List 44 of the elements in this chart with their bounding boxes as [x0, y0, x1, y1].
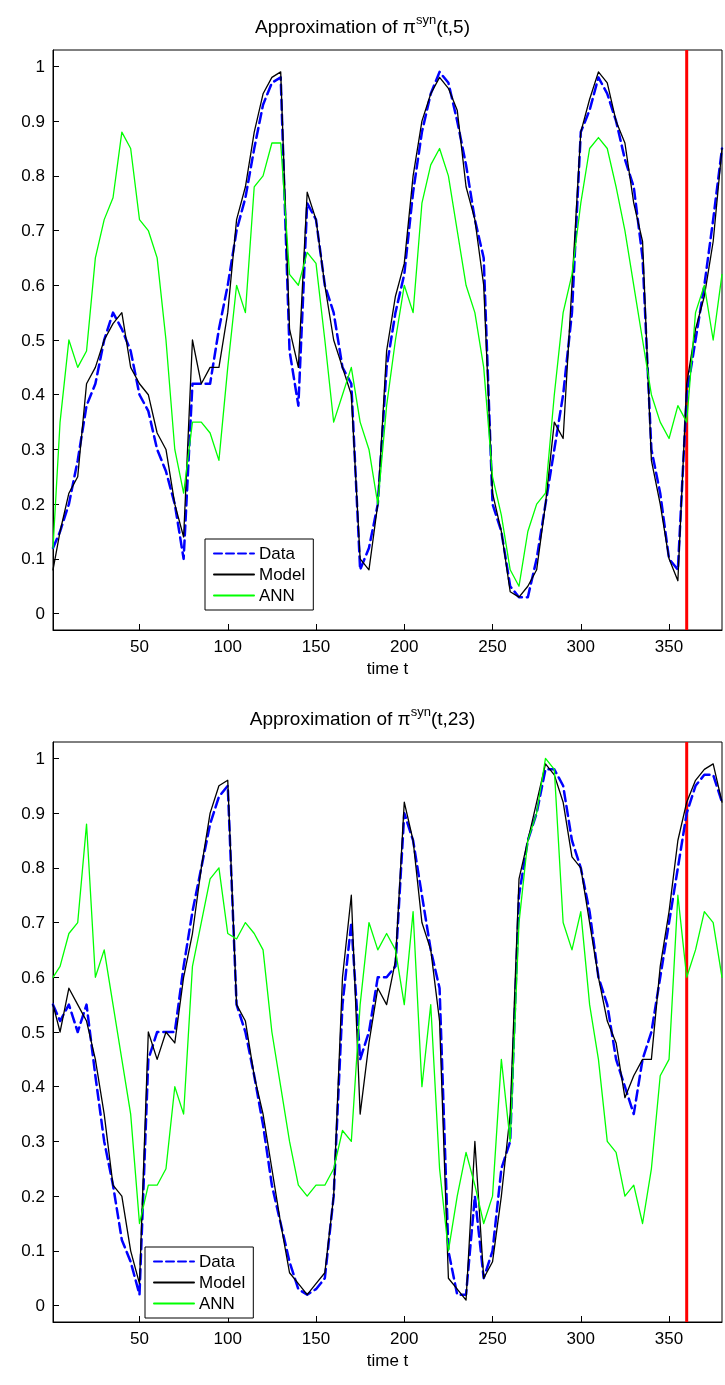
y-tick-label: 1 [35, 56, 45, 76]
legend-label: Data [199, 1252, 236, 1271]
y-tick-label: 0 [35, 604, 45, 624]
x-tick-label: 300 [566, 637, 595, 656]
x-tick-label: 100 [213, 637, 242, 656]
y-tick-label: 0.4 [21, 385, 45, 405]
x-axis-title: time t [366, 658, 409, 678]
x-tick-label: 100 [213, 1329, 242, 1348]
y-tick-label: 0.4 [21, 1077, 45, 1097]
x-tick-label: 350 [654, 1329, 684, 1348]
x-tick-label: 50 [130, 637, 149, 656]
y-tick-label: 0.7 [21, 913, 45, 933]
y-tick-label: 0.9 [21, 111, 45, 131]
x-tick-label: 200 [390, 637, 419, 656]
x-tick-label: 350 [654, 637, 684, 656]
y-tick-label: 0.8 [21, 858, 45, 878]
y-tick-label: 0.7 [21, 221, 45, 241]
legend-label: Data [259, 544, 296, 563]
legend-label: ANN [259, 586, 295, 605]
y-tick-label: 0.2 [21, 494, 45, 514]
y-tick-label: 0.2 [21, 1186, 45, 1206]
y-tick-label: 0.1 [21, 1241, 45, 1261]
y-tick-label: 0.9 [21, 803, 45, 823]
x-tick-label: 200 [390, 1329, 419, 1348]
y-tick-label: 0.1 [21, 549, 45, 569]
x-tick-label: 250 [478, 1329, 507, 1348]
x-tick-label: 150 [301, 637, 331, 656]
x-tick-label: 150 [301, 1329, 331, 1348]
x-tick-label: 250 [478, 637, 507, 656]
y-tick-label: 0.5 [21, 1022, 45, 1042]
y-tick-label: 0 [35, 1296, 45, 1316]
y-tick-label: 0.8 [21, 166, 45, 186]
y-tick-label: 1 [35, 748, 45, 768]
legend-label: ANN [199, 1294, 235, 1313]
y-tick-label: 0.6 [21, 275, 45, 295]
y-tick-label: 0.5 [21, 330, 45, 350]
x-tick-label: 50 [130, 1329, 149, 1348]
legend-label: Model [259, 565, 306, 584]
legend-label: Model [199, 1273, 246, 1292]
y-tick-label: 0.6 [21, 967, 45, 987]
x-axis-title: time t [366, 1350, 409, 1370]
y-tick-label: 0.3 [21, 1131, 45, 1151]
x-tick-label: 300 [566, 1329, 595, 1348]
y-tick-label: 0.3 [21, 439, 45, 459]
